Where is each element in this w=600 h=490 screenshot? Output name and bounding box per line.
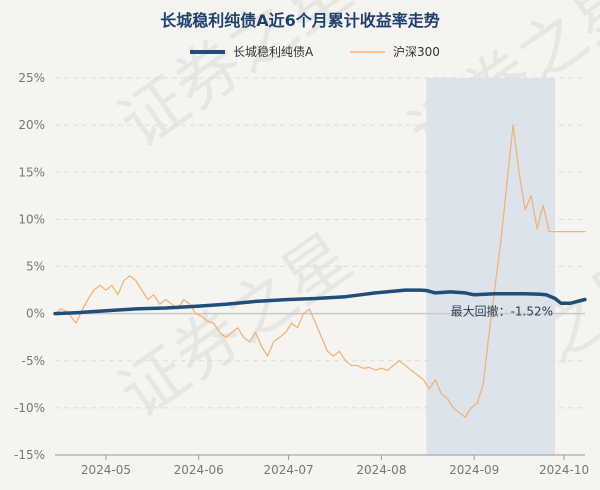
series-line-benchmark — [54, 124, 586, 418]
y-tick-label: 20% — [18, 118, 45, 132]
x-tick-label: 2024-08 — [356, 463, 406, 477]
y-tick-label: 0% — [26, 307, 45, 321]
y-tick-label: 15% — [18, 165, 45, 179]
x-tick-label: 2024-07 — [263, 463, 313, 477]
legend-label-series-2: 沪深300 — [393, 45, 440, 59]
x-tick-label: 2024-10 — [539, 463, 589, 477]
y-tick-label: 5% — [26, 260, 45, 274]
y-tick-label: -5% — [22, 354, 45, 368]
x-tick-label: 2024-06 — [174, 463, 224, 477]
y-tick-label: -15% — [14, 448, 45, 462]
max-drawdown-annotation: 最大回撤：-1.52% — [451, 304, 553, 319]
series-line-fund — [53, 288, 587, 316]
watermark-text-3: 证券之星 — [105, 219, 365, 433]
x-tick-label: 2024-05 — [81, 463, 131, 477]
y-tick-label: 10% — [18, 212, 45, 226]
legend: 长城稳利纯债A 沪深300 — [190, 44, 440, 59]
y-tick-label: 25% — [18, 71, 45, 85]
legend-label-series-1: 长城稳利纯债A — [233, 44, 314, 59]
chart-title: 长城稳利纯债A近6个月累计收益率走势 — [160, 11, 440, 30]
y-tick-label: -10% — [14, 401, 45, 415]
x-tick-label: 2024-09 — [449, 463, 499, 477]
